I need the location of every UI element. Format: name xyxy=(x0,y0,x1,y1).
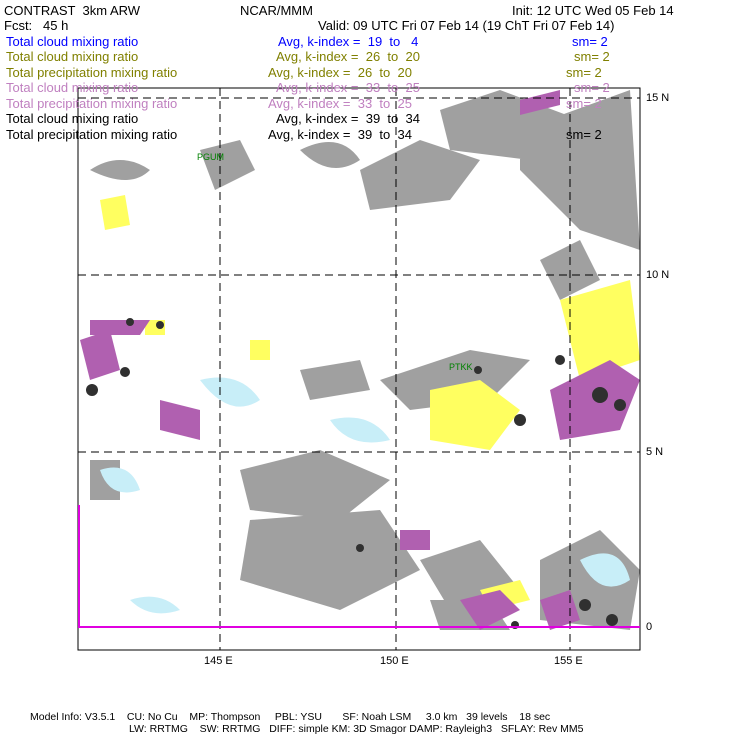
cloud-shading xyxy=(90,90,640,630)
field-range: Avg, k-index = 33 to 25 xyxy=(276,80,420,95)
field-name: Total cloud mixing ratio xyxy=(6,34,139,49)
init-time: Init: 12 UTC Wed 05 Feb 14 xyxy=(512,3,674,18)
lon-label: 155 E xyxy=(554,655,583,667)
field-sm: sm= 2 xyxy=(572,34,608,49)
model-title: CONTRAST 3km ARW xyxy=(4,3,141,18)
lat-label: 15 N xyxy=(646,92,670,104)
model-info-line1: Model Info: V3.5.1 CU: No Cu MP: Thompso… xyxy=(30,711,551,723)
field-sm: sm= 2 xyxy=(566,65,602,80)
lon-label: 145 E xyxy=(204,655,233,667)
field-range: Avg, k-index = 26 to 20 xyxy=(268,65,412,80)
field-sm: sm= 2 xyxy=(566,127,602,142)
field-name: Total precipitation mixing ratio xyxy=(6,65,178,80)
lat-label: 5 N xyxy=(646,446,664,458)
lon-label: 150 E xyxy=(380,655,409,667)
field-range: Avg, k-index = 33 to 25 xyxy=(268,96,412,111)
field-name: Total cloud mixing ratio xyxy=(6,80,139,95)
field-range: Avg, k-index = 39 to 34 xyxy=(276,111,420,126)
domain-boundary xyxy=(78,505,640,628)
forecast-hour: Fcst: 45 h xyxy=(4,18,69,33)
lat-label: 10 N xyxy=(646,269,670,281)
field-range: Avg, k-index = 26 to 20 xyxy=(276,49,420,64)
map-frame xyxy=(77,87,641,651)
grid-lines xyxy=(78,88,640,650)
lat-label: 0 xyxy=(646,621,653,633)
station-label: PGUM xyxy=(197,152,224,162)
valid-time: Valid: 09 UTC Fri 07 Feb 14 (19 ChT Fri … xyxy=(318,18,615,33)
light-blue-shading xyxy=(100,377,630,614)
organization: NCAR/MMM xyxy=(240,3,313,18)
field-range: Avg, k-index = 39 to 34 xyxy=(268,127,412,142)
field-range: Avg, k-index = 19 to 4 xyxy=(278,34,419,49)
station-label: PTKK xyxy=(449,362,473,372)
field-name: Total precipitation mixing ratio xyxy=(6,96,178,111)
field-name: Total cloud mixing ratio xyxy=(6,111,139,126)
field-name: Total cloud mixing ratio xyxy=(6,49,139,64)
field-sm: sm= 2 xyxy=(574,49,610,64)
field-sm: sm= 2 xyxy=(574,80,610,95)
field-sm: sm= 2 xyxy=(566,96,602,111)
field-name: Total precipitation mixing ratio xyxy=(6,127,178,142)
model-info-line2: LW: RRTMG SW: RRTMG DIFF: simple KM: 3D … xyxy=(129,723,584,735)
